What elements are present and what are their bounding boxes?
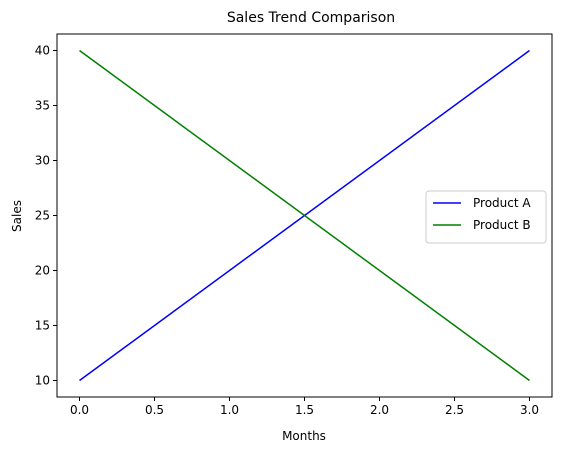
x-tick-label: 3.0: [520, 403, 539, 417]
x-tick-label: 2.0: [370, 403, 389, 417]
legend-box: [425, 190, 547, 244]
chart-title: Sales Trend Comparison: [227, 10, 395, 26]
y-tick-label: 40: [35, 44, 50, 58]
x-tick-label: 2.5: [445, 403, 464, 417]
x-tick-label: 1.0: [220, 403, 239, 417]
y-axis: 10 15 20 25 30 35 40: [35, 44, 57, 388]
x-tick-label: 0.0: [70, 403, 89, 417]
x-tick-label: 0.5: [145, 403, 164, 417]
y-axis-label: Sales: [10, 200, 24, 232]
y-tick-label: 25: [35, 209, 50, 223]
y-tick-label: 20: [35, 264, 50, 278]
legend-label: Product B: [473, 218, 531, 232]
plot-lines: [79, 49, 530, 382]
y-tick-label: 30: [35, 154, 50, 168]
y-tick-label: 10: [35, 374, 50, 388]
x-axis-label: Months: [282, 429, 326, 443]
y-tick-label: 15: [35, 319, 50, 333]
y-tick-label: 35: [35, 99, 50, 113]
series-line-2: [79, 49, 530, 382]
legend-label: Product A: [473, 196, 531, 210]
x-axis: 0.0 0.5 1.0 1.5 2.0 2.5 3.0: [70, 397, 539, 417]
legend: Product A Product B: [425, 190, 547, 244]
x-tick-label: 1.5: [295, 403, 314, 417]
